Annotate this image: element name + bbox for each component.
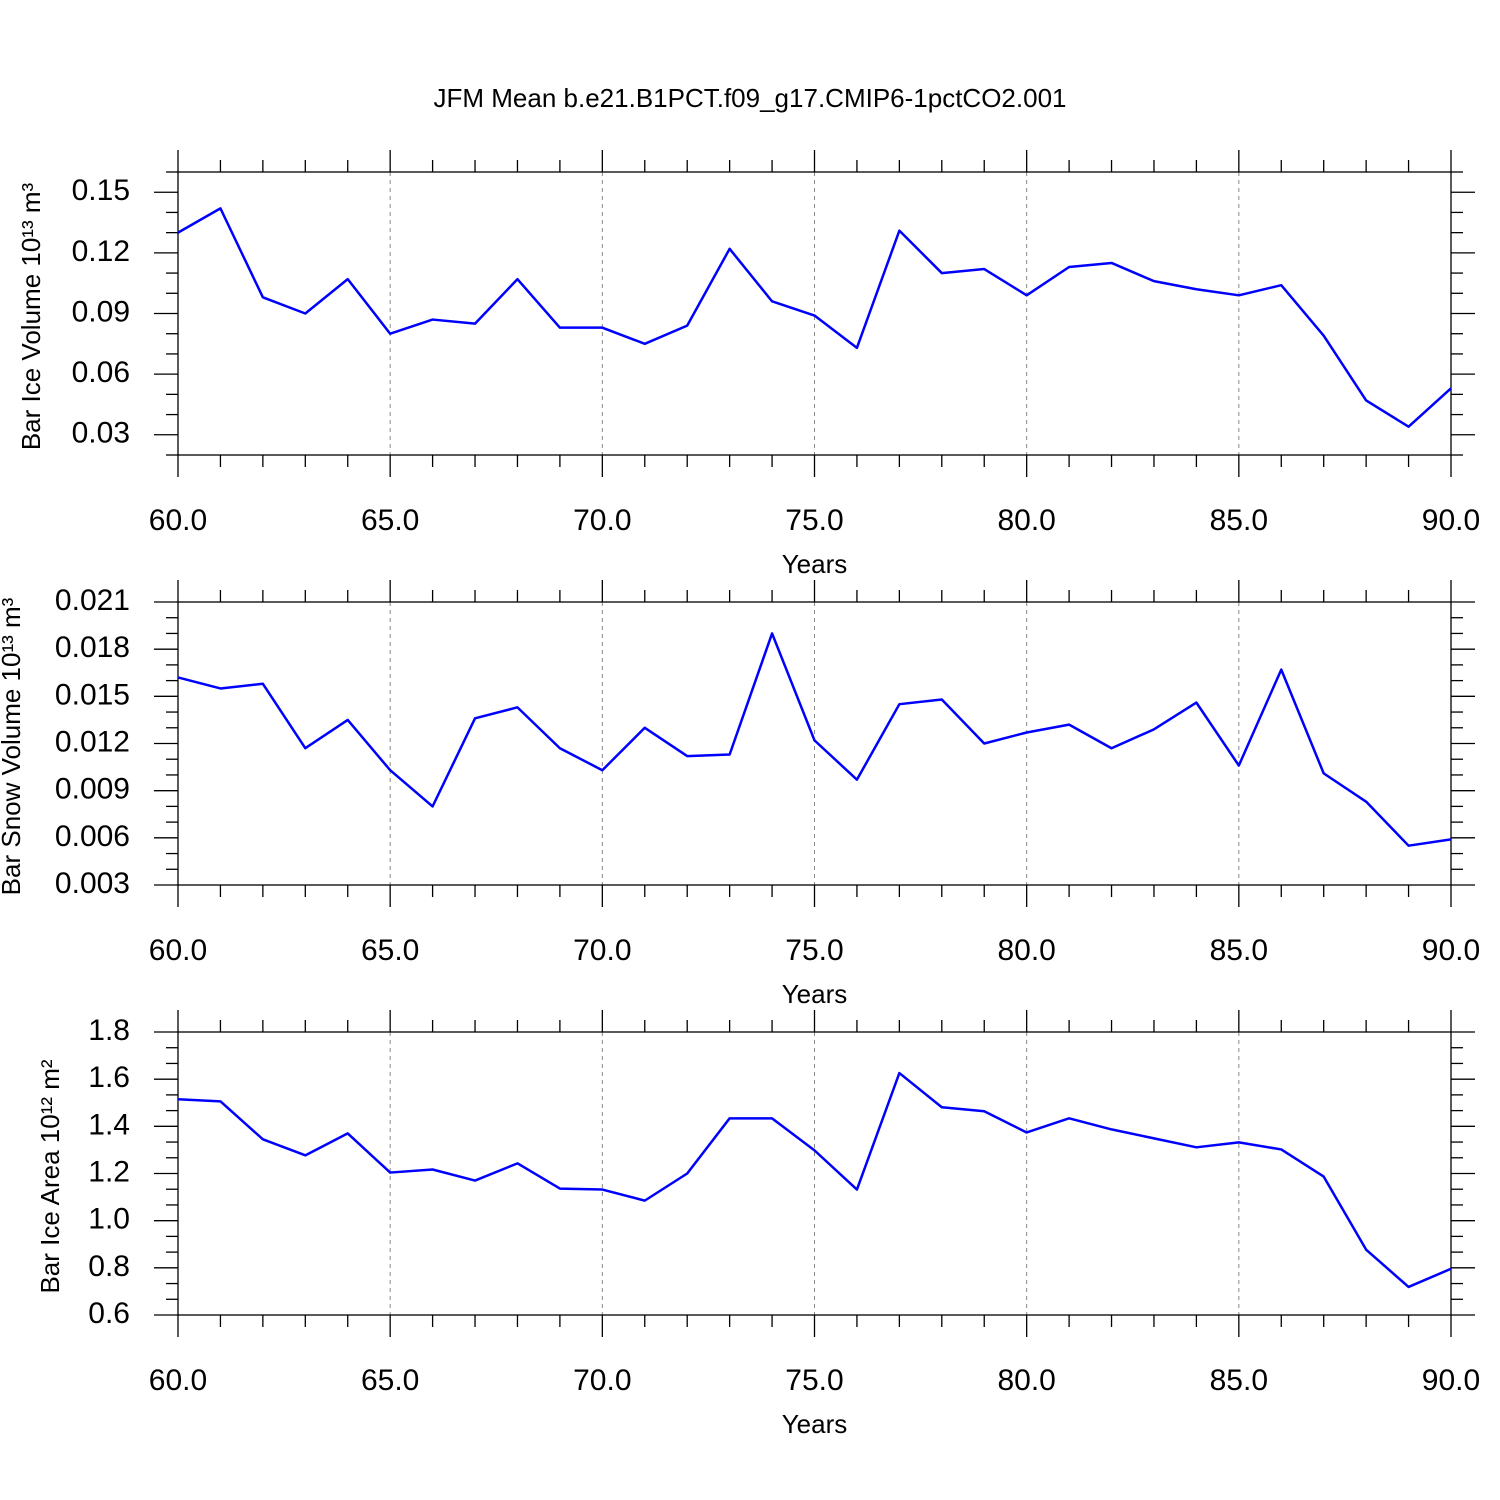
y-tick-label: 0.8: [88, 1250, 130, 1283]
x-tick-label: 90.0: [1422, 1364, 1480, 1397]
y-tick-label: 0.018: [55, 631, 130, 664]
y-tick-label: 1.4: [88, 1108, 130, 1141]
plot-frame: [177, 601, 1452, 886]
x-tick-label: 75.0: [785, 504, 843, 537]
y-axis-label: Bar Snow Volume 10¹³ m³: [0, 597, 26, 895]
x-tick-label: 80.0: [997, 934, 1055, 967]
y-tick-label: 0.15: [72, 174, 130, 207]
x-tick-label: 75.0: [785, 934, 843, 967]
x-tick-label: 65.0: [361, 1364, 419, 1397]
y-tick-label: 0.015: [55, 678, 130, 711]
x-tick-label: 60.0: [149, 934, 207, 967]
y-tick-label: 1.0: [88, 1203, 130, 1236]
figure-title: JFM Mean b.e21.B1PCT.f09_g17.CMIP6-1pctC…: [434, 83, 1067, 113]
y-tick-label: 0.021: [55, 584, 130, 617]
y-tick-label: 0.6: [88, 1297, 130, 1330]
y-tick-label: 0.09: [72, 295, 130, 328]
plot-frame: [177, 171, 1452, 456]
x-tick-label: 65.0: [361, 934, 419, 967]
y-axis-label: Bar Ice Area 10¹² m²: [35, 1059, 65, 1293]
x-tick-label: 90.0: [1422, 504, 1480, 537]
plot-frame: [177, 1031, 1452, 1316]
y-tick-label: 0.12: [72, 235, 130, 268]
x-tick-label: 60.0: [149, 504, 207, 537]
x-tick-label: 70.0: [573, 504, 631, 537]
x-tick-label: 70.0: [573, 1364, 631, 1397]
data-line: [177, 1071, 1452, 1289]
x-tick-label: 80.0: [997, 1364, 1055, 1397]
y-tick-label: 1.2: [88, 1155, 130, 1188]
x-axis-label: Years: [782, 1409, 848, 1439]
y-tick-label: 1.8: [88, 1014, 130, 1047]
data-line: [177, 632, 1452, 847]
x-tick-label: 85.0: [1210, 504, 1268, 537]
x-tick-label: 75.0: [785, 1364, 843, 1397]
y-tick-label: 0.003: [55, 867, 130, 900]
x-tick-label: 85.0: [1210, 1364, 1268, 1397]
x-axis-label: Years: [782, 979, 848, 1009]
x-tick-label: 70.0: [573, 934, 631, 967]
y-tick-label: 0.009: [55, 773, 130, 806]
x-tick-label: 85.0: [1210, 934, 1268, 967]
x-tick-label: 80.0: [997, 504, 1055, 537]
x-tick-label: 90.0: [1422, 934, 1480, 967]
x-tick-label: 60.0: [149, 1364, 207, 1397]
data-line: [177, 207, 1452, 428]
y-tick-label: 0.006: [55, 820, 130, 853]
y-tick-label: 0.012: [55, 725, 130, 758]
y-tick-label: 0.03: [72, 417, 130, 450]
y-axis-label: Bar Ice Volume 10¹³ m³: [16, 183, 46, 451]
x-axis-label: Years: [782, 549, 848, 579]
y-tick-label: 0.06: [72, 356, 130, 389]
y-tick-label: 1.6: [88, 1061, 130, 1094]
x-tick-label: 65.0: [361, 504, 419, 537]
